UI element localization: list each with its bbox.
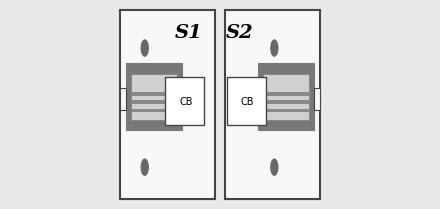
Bar <box>120 10 215 199</box>
Text: CB: CB <box>179 97 193 107</box>
Ellipse shape <box>141 158 149 176</box>
Bar <box>314 88 320 110</box>
Bar <box>131 100 176 104</box>
Ellipse shape <box>270 158 279 176</box>
Bar <box>263 92 309 96</box>
Text: S2: S2 <box>226 24 254 42</box>
Bar <box>131 109 176 112</box>
Bar <box>263 74 309 120</box>
Bar <box>125 63 182 130</box>
Bar <box>120 88 126 110</box>
Bar <box>227 77 266 125</box>
Bar <box>263 109 309 112</box>
Ellipse shape <box>270 39 279 57</box>
Bar <box>165 77 204 125</box>
Bar <box>263 100 309 104</box>
Bar <box>131 92 176 96</box>
Bar <box>225 10 320 199</box>
Text: S1: S1 <box>175 24 202 42</box>
Text: CB: CB <box>241 97 254 107</box>
Bar <box>258 63 315 130</box>
Ellipse shape <box>141 39 149 57</box>
Bar <box>131 74 176 120</box>
